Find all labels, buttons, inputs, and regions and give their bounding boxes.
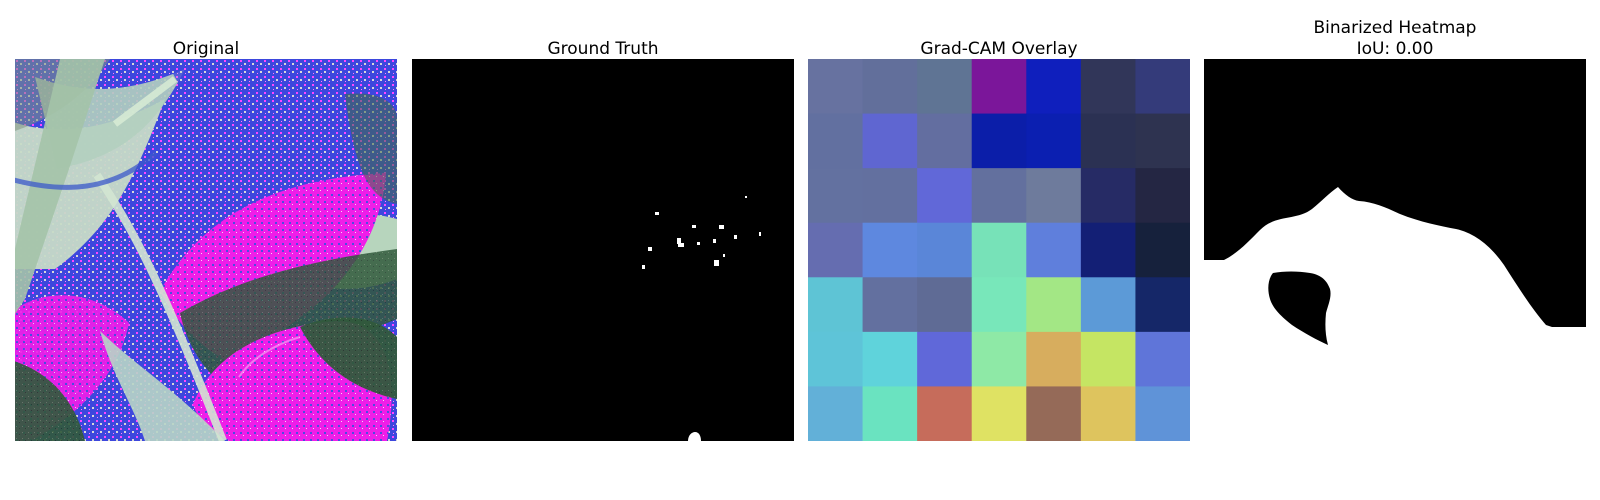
heatmap-cell [808, 59, 864, 115]
heatmap-cell [808, 386, 864, 441]
heatmap-cell [1135, 277, 1190, 333]
heatmap-cell [1026, 113, 1082, 169]
panel-title-original: Original [172, 39, 240, 59]
heatmap-cell [917, 222, 973, 278]
heatmap-cell [1135, 386, 1190, 441]
heatmap-cell [1026, 59, 1082, 115]
heatmap-cell [862, 113, 918, 169]
heatmap-cell [971, 168, 1027, 224]
heatmap-cell [1135, 222, 1190, 278]
heatmap-cell [862, 386, 918, 441]
heatmap-cell [917, 386, 973, 441]
heatmap-cell [862, 331, 918, 387]
heatmap-cell [1080, 168, 1136, 224]
heatmap-cell [1135, 168, 1190, 224]
binarized-heatmap-mask [1204, 59, 1586, 441]
heatmap-cell [917, 113, 973, 169]
heatmap-cell [1080, 59, 1136, 115]
heatmap-cell [1026, 168, 1082, 224]
heatmap-cell [917, 277, 973, 333]
original-leaf-image [15, 59, 397, 441]
heatmap-cell [1135, 113, 1190, 169]
heatmap-cell [971, 113, 1027, 169]
panel-title-gradcam-overlay: Grad-CAM Overlay [920, 39, 1078, 59]
heatmap-cell [1026, 277, 1082, 333]
panel-gradcam-overlay: Grad-CAM Overlay [808, 0, 1190, 500]
heatmap-cell [1080, 113, 1136, 169]
heatmap-cell [1080, 386, 1136, 441]
gradcam-heatmap [808, 59, 1190, 441]
panel-binarized-heatmap: Binarized Heatmap IoU: 0.00 [1204, 0, 1586, 500]
heatmap-cell [1026, 222, 1082, 278]
heatmap-cell [917, 168, 973, 224]
panel-title-binarized-heatmap: Binarized Heatmap IoU: 0.00 [1313, 18, 1477, 59]
heatmap-cell [862, 59, 918, 115]
heatmap-cell [862, 222, 918, 278]
heatmap-cell [808, 222, 864, 278]
heatmap-cell [808, 277, 864, 333]
heatmap-cell [1135, 331, 1190, 387]
panel-title-ground-truth: Ground Truth [547, 39, 659, 59]
heatmap-cell [1026, 386, 1082, 441]
heatmap-cell [1135, 59, 1190, 115]
heatmap-cell [1080, 331, 1136, 387]
panel-original: Original [15, 0, 397, 500]
heatmap-cell [1080, 222, 1136, 278]
heatmap-cell [971, 386, 1027, 441]
heatmap-cell [1026, 331, 1082, 387]
heatmap-cell [862, 277, 918, 333]
heatmap-cell [808, 113, 864, 169]
heatmap-cell [808, 331, 864, 387]
heatmap-cell [971, 277, 1027, 333]
heatmap-cell [862, 168, 918, 224]
heatmap-cell [808, 168, 864, 224]
heatmap-cell [971, 222, 1027, 278]
ground-truth-mask [412, 59, 794, 441]
heatmap-cell [971, 331, 1027, 387]
heatmap-cell [971, 59, 1027, 115]
heatmap-cell [917, 59, 973, 115]
panel-ground-truth: Ground Truth [412, 0, 794, 500]
heatmap-cell [917, 331, 973, 387]
heatmap-cell [1080, 277, 1136, 333]
